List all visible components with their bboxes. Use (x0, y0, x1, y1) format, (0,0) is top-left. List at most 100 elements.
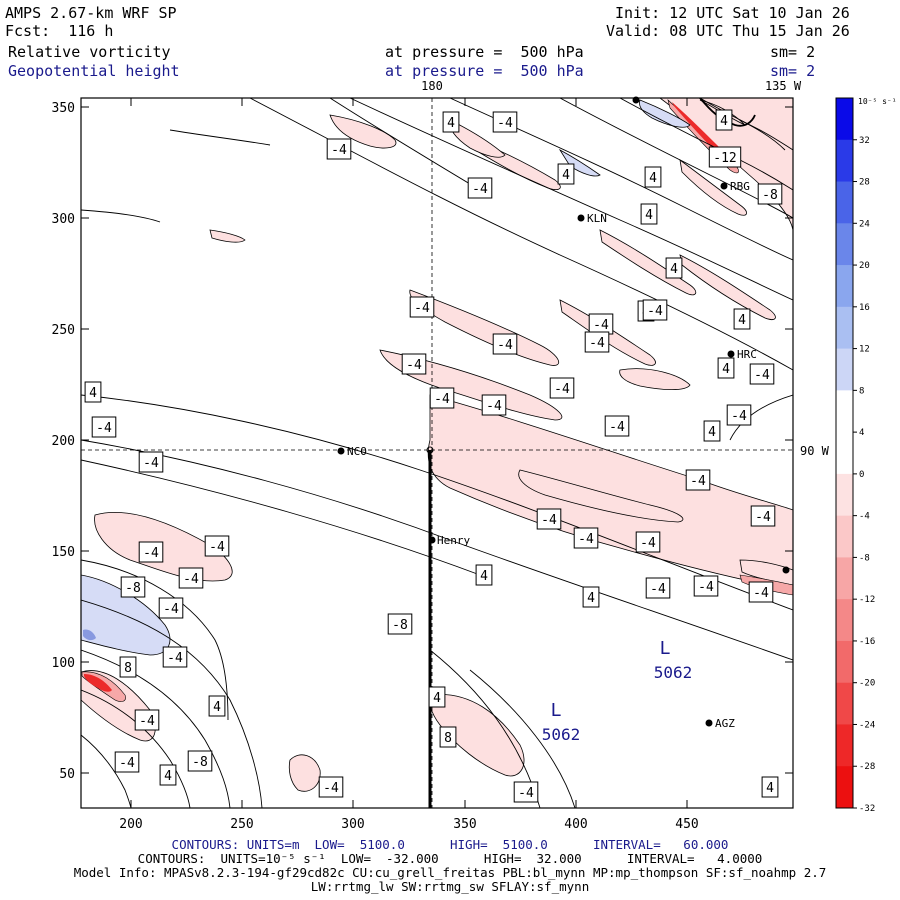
contour-label: -4 (573, 527, 599, 549)
contour-label: -8 (757, 183, 783, 205)
contour-label: 4 (644, 166, 662, 188)
colorbar-unit: 10⁻⁵ s⁻¹ (858, 97, 897, 106)
contour-label-text: -4 (731, 409, 747, 424)
contour-label-text: -4 (96, 421, 112, 436)
intense-negative-fill (84, 102, 725, 692)
contour-label: -4 (635, 531, 661, 553)
low-value: 5062 (542, 725, 581, 744)
footer-vorticity-contours: CONTOURS: UNITS=10⁻⁵ s⁻¹ LOW= -32.000 HI… (137, 851, 763, 866)
contour-label-text: 4 (587, 591, 595, 606)
contour-label-box (640, 203, 658, 225)
contour-label-text: -4 (690, 474, 706, 489)
contour-label: 4 (582, 586, 600, 608)
colorbar-swatch (836, 139, 853, 183)
contour-label: -4 (429, 387, 455, 409)
contour-label-box (84, 381, 102, 403)
negative-vorticity-fill (81, 98, 793, 792)
init-time: Init: 12 UTC Sat 10 Jan 26 (615, 4, 850, 22)
contour-label-box (492, 333, 518, 355)
contour-label-box (749, 363, 775, 385)
station-marker (782, 566, 790, 574)
station-label: RBG (730, 180, 750, 193)
contour-label-box (748, 581, 774, 603)
contour-label-box (582, 586, 600, 608)
contour-label-box (733, 308, 751, 330)
colorbar-swatch (836, 515, 853, 558)
lon-label-90w: 90 W (800, 444, 830, 458)
colorbar-tick-label: -28 (859, 762, 875, 772)
contour-label: -4 (549, 377, 575, 399)
contour-label-text: -4 (698, 580, 714, 595)
contour-label-text: 4 (480, 569, 488, 584)
station-marker (577, 214, 585, 222)
station-label: Henry (437, 534, 470, 547)
contour-label-box (573, 527, 599, 549)
colorbar-swatch (836, 223, 853, 266)
contour-label-box (726, 404, 752, 426)
field1-smoothing: sm= 2 (770, 43, 816, 61)
contour-label: -4 (492, 333, 518, 355)
colorbar-tick-label: -12 (859, 595, 875, 605)
contour-label-box (120, 576, 146, 598)
contour-label: -4 (162, 646, 188, 668)
axis-ticks (81, 98, 793, 808)
contour-label: -4 (536, 508, 562, 530)
contour-label-text: -4 (143, 456, 159, 471)
y-tick-label: 350 (52, 101, 75, 116)
contour-label: -4 (645, 577, 671, 599)
contour-label: 4 (761, 776, 779, 798)
station-label: HRC (737, 348, 757, 361)
contour-label-text: -4 (323, 781, 339, 796)
contour-label-box (134, 709, 160, 731)
contour-label: 4 (442, 111, 460, 133)
station-marker (337, 447, 345, 455)
colorbar-tick-label: 32 (859, 136, 870, 146)
contour-label-box (439, 726, 457, 748)
forecast-hour: Fcst: 116 h (5, 22, 114, 40)
contour-label-box (91, 416, 117, 438)
contour-label-box (584, 331, 610, 353)
contour-label: 4 (717, 357, 735, 379)
station-label: NCO (347, 445, 367, 458)
contour-label: -4 (481, 394, 507, 416)
model-title: AMPS 2.67-km WRF SP (5, 4, 177, 22)
footer-model-info: Model Info: MPASv8.2.3-194-gf29cd82c CU:… (73, 865, 827, 880)
contour-label-box (204, 535, 230, 557)
contour-label-text: 4 (447, 116, 455, 131)
contour-label-text: -4 (650, 582, 666, 597)
contour-label: -4 (492, 111, 518, 133)
contour-label: -4 (642, 299, 668, 321)
contour-label-text: 4 (562, 168, 570, 183)
colorbar-swatch (836, 181, 853, 224)
contour-label: -4 (178, 567, 204, 589)
station-marker (727, 350, 735, 358)
contour-label-text: -4 (139, 714, 155, 729)
station-label: KLN (587, 212, 607, 225)
contour-label: 4 (475, 564, 493, 586)
colorbar-swatch (836, 599, 853, 642)
contour-label-text: -4 (167, 651, 183, 666)
contour-label-box (158, 597, 184, 619)
contour-label: -4 (748, 581, 774, 603)
contour-label: -4 (134, 709, 160, 731)
lon-label-180: 180 (421, 79, 443, 93)
contour-label-text: -4 (754, 368, 770, 383)
station-label: AGZ (715, 717, 735, 730)
contour-label: -12 (708, 146, 742, 168)
contour-label-text: -4 (434, 392, 450, 407)
contour-label-box (208, 695, 226, 717)
contour-label-box (557, 163, 575, 185)
contour-label-text: 4 (738, 313, 746, 328)
contour-label-text: -4 (119, 756, 135, 771)
contour-label: -8 (120, 576, 146, 598)
contour-label: -4 (409, 296, 435, 318)
contour-label-text: 8 (124, 661, 132, 676)
field2-label: Geopotential height (8, 62, 180, 80)
lon-label-135w: 135 W (765, 79, 802, 93)
colorbar-swatch (836, 766, 853, 809)
plot-frame (80, 97, 794, 809)
contour-label-box (708, 146, 742, 168)
y-tick-label: 250 (52, 323, 75, 338)
colorbar-tick-label: 28 (859, 178, 870, 188)
